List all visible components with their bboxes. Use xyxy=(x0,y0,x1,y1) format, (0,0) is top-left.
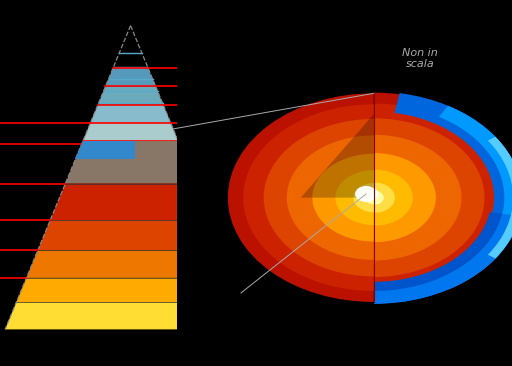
Polygon shape xyxy=(50,184,211,220)
Polygon shape xyxy=(16,278,245,302)
Wedge shape xyxy=(374,212,512,304)
Polygon shape xyxy=(38,220,223,250)
Circle shape xyxy=(243,104,504,291)
Circle shape xyxy=(356,187,376,201)
Circle shape xyxy=(312,154,435,242)
Polygon shape xyxy=(75,141,135,159)
Circle shape xyxy=(365,191,383,204)
Wedge shape xyxy=(353,183,374,212)
Polygon shape xyxy=(83,123,178,141)
Wedge shape xyxy=(264,119,374,276)
Polygon shape xyxy=(98,86,163,105)
Wedge shape xyxy=(287,135,374,260)
Circle shape xyxy=(353,183,394,212)
Polygon shape xyxy=(91,105,170,123)
Wedge shape xyxy=(312,154,374,242)
Text: Non in
scala: Non in scala xyxy=(402,48,438,70)
Wedge shape xyxy=(228,93,374,302)
Wedge shape xyxy=(365,191,374,204)
Polygon shape xyxy=(301,114,374,198)
Polygon shape xyxy=(75,141,186,159)
Polygon shape xyxy=(66,141,196,184)
Wedge shape xyxy=(243,104,374,291)
Circle shape xyxy=(355,186,377,202)
Wedge shape xyxy=(439,106,512,290)
Polygon shape xyxy=(105,68,156,86)
Polygon shape xyxy=(113,26,148,68)
Circle shape xyxy=(287,135,461,260)
Circle shape xyxy=(264,119,484,276)
Circle shape xyxy=(335,170,412,225)
Polygon shape xyxy=(177,57,374,339)
Polygon shape xyxy=(27,250,234,278)
Polygon shape xyxy=(5,302,256,329)
Circle shape xyxy=(228,93,512,302)
Wedge shape xyxy=(488,137,512,258)
Wedge shape xyxy=(395,93,512,302)
Wedge shape xyxy=(335,170,374,225)
Text: In scala: In scala xyxy=(286,324,329,335)
Wedge shape xyxy=(374,214,512,304)
